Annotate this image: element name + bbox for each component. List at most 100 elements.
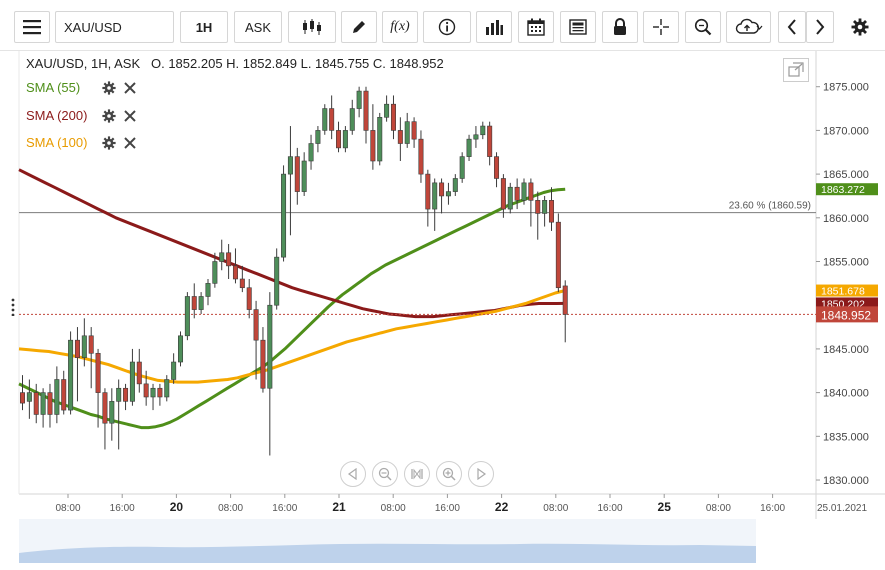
lock-button[interactable] (602, 11, 638, 43)
price-side-selector[interactable]: ASK (234, 11, 282, 43)
cloud-save-button[interactable] (726, 11, 771, 43)
candle (253, 300, 259, 380)
gear-icon[interactable] (102, 108, 116, 123)
indicators-button[interactable]: f(x) (382, 11, 418, 43)
candle (329, 95, 335, 140)
candle-body (178, 335, 184, 363)
candle (102, 388, 108, 450)
candle-body (281, 173, 287, 258)
candle-body (157, 387, 163, 398)
info-button[interactable] (423, 11, 471, 43)
draw-icon (353, 21, 365, 33)
cloud-upload-icon (735, 18, 762, 34)
panel-resize-handle[interactable] (11, 298, 15, 317)
candle (171, 353, 177, 384)
gear-icon[interactable] (102, 135, 116, 150)
gear-icon[interactable] (102, 80, 116, 95)
candle (54, 366, 60, 424)
candle (81, 318, 87, 367)
candle-body (123, 387, 129, 402)
navigator-window[interactable] (19, 519, 756, 563)
x-tick-label: 08:00 (55, 503, 80, 514)
candles-icon (303, 19, 321, 35)
candle-body (418, 138, 424, 175)
candle-body (212, 261, 218, 284)
pan-left-button[interactable] (340, 461, 366, 487)
candle (377, 112, 383, 166)
ohlc-legend: XAU/USD, 1H, ASK O. 1852.205 H. 1852.849… (26, 56, 444, 71)
settings-button[interactable] (845, 11, 875, 43)
candle (239, 265, 245, 293)
candle (40, 388, 46, 428)
reset-view-button[interactable] (404, 461, 430, 487)
lock-icon (614, 18, 626, 35)
function-icon: f(x) (390, 19, 410, 34)
candle (342, 126, 348, 153)
close-icon[interactable] (124, 136, 136, 149)
calendar-button[interactable] (518, 11, 554, 43)
gear-icon (851, 18, 869, 36)
symbol-selector[interactable]: XAU/USD (55, 11, 174, 43)
candle-body (109, 401, 115, 424)
crosshair-button[interactable] (643, 11, 679, 43)
indicator-sma-100: SMA (100) (26, 135, 136, 150)
candle (287, 126, 293, 236)
candle-body (239, 278, 245, 289)
scroll-left-button[interactable] (778, 11, 806, 43)
candle-body (507, 186, 513, 210)
menu-icon (23, 20, 41, 35)
zoom-in-button[interactable] (436, 461, 462, 487)
y-tick-label: 1845.000 (823, 344, 869, 356)
candle-body (329, 108, 335, 131)
candle (397, 117, 403, 161)
x-tick-label: 22 (495, 500, 509, 514)
candle-body (480, 125, 486, 136)
navigator-strip[interactable] (19, 519, 816, 563)
zoom-in-icon (442, 467, 456, 481)
close-icon[interactable] (124, 109, 136, 122)
x-tick-label: 16:00 (760, 503, 785, 514)
candle (294, 147, 300, 205)
chart-type-button[interactable] (288, 11, 336, 43)
draw-button[interactable] (341, 11, 377, 43)
calendar-icon (527, 18, 545, 36)
x-tick-label: 16:00 (435, 503, 460, 514)
y-tick-label: 1835.000 (823, 431, 869, 443)
candle-body (136, 361, 142, 385)
y-tick-label: 1870.000 (823, 125, 869, 137)
zoom-button[interactable] (685, 11, 721, 43)
candle-body (322, 108, 328, 131)
candle (466, 134, 472, 161)
menu-button[interactable] (14, 11, 50, 43)
chevron-right-icon (816, 19, 825, 35)
interval-selector[interactable]: 1H (180, 11, 228, 43)
y-tick-label: 1865.000 (823, 169, 869, 181)
price-tag-background (816, 306, 878, 323)
close-icon[interactable] (124, 81, 136, 94)
candle (267, 292, 273, 456)
indicator-label: SMA (55) (26, 80, 81, 95)
plot-area (19, 50, 816, 494)
popout-button[interactable] (783, 58, 809, 82)
news-button[interactable] (560, 11, 596, 43)
pan-right-button[interactable] (468, 461, 494, 487)
candle-body (308, 143, 314, 162)
candles (19, 86, 568, 456)
candle (459, 152, 465, 183)
x-tick-label: 21 (332, 500, 346, 514)
candle (109, 388, 115, 441)
scroll-right-button[interactable] (806, 11, 834, 43)
candle-body (232, 265, 238, 280)
zoom-out-button[interactable] (372, 461, 398, 487)
x-tick-label: 16:00 (597, 503, 622, 514)
candle (514, 178, 520, 210)
candle-body (253, 309, 259, 341)
volume-button[interactable] (476, 11, 512, 43)
candle-body (363, 90, 369, 131)
crosshair-icon (653, 19, 669, 35)
candle (123, 383, 129, 411)
volume-bars-icon (486, 20, 503, 35)
y-axis: 1830.0001835.0001840.0001845.0001850.000… (816, 82, 869, 487)
candle (219, 239, 225, 271)
